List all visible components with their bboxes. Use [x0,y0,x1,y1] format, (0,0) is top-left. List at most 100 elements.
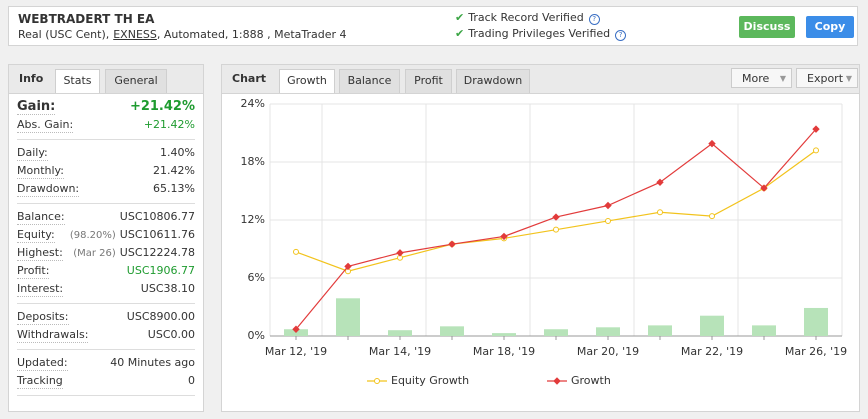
panel-title: Chart [232,72,267,85]
stat-value-wrap: USC1906.77 [127,262,195,280]
bar [492,333,516,336]
stat-value-wrap: +21.42% [130,98,195,116]
discuss-button[interactable]: Discuss [739,16,795,38]
copy-button[interactable]: Copy [806,16,854,38]
point [760,184,768,192]
header: WEBTRADERT TH EA Real (USC Cent), EXNESS,… [8,6,858,46]
stat-row: Drawdown: 65.13% [17,180,195,198]
stat-value-wrap: 0 [188,372,195,390]
stat-value-wrap: (98.20%) USC10611.76 [70,226,195,244]
point [396,249,404,257]
legend-label: Growth [571,374,611,387]
stat-value: +21.42% [129,99,195,114]
stat-label: Monthly: [17,164,64,179]
x-tick-label: Mar 18, '19 [473,345,535,358]
export-menu[interactable]: Export [796,68,858,89]
chart: 0% 6% 12% 18% 24% Mar 12, '19 Mar 14, '19 Mar 1… [241,97,848,387]
stat-row: Updated: 40 Minutes ago [17,354,195,372]
stat-value: 0 [188,374,195,387]
stat-value: +21.42% [143,118,195,131]
legend-label: Equity Growth [391,374,469,387]
y-tick-label: 6% [248,271,265,284]
bar [544,329,568,336]
more-menu[interactable]: More [731,68,792,89]
broker-link[interactable]: EXNESS [113,28,157,41]
stat-row: Interest: USC38.10 [17,280,195,298]
point [448,240,456,248]
point [553,377,561,385]
stat-label: Drawdown: [17,182,80,197]
stat-value-wrap: 1.40% [160,144,195,162]
point [552,213,560,221]
stat-value: USC0.00 [147,328,195,341]
point [344,262,352,271]
x-tick-label: Mar 26, '19 [785,345,847,358]
stat-label: Interest: [17,282,64,297]
stat-label: Daily: [17,146,48,161]
stat-value: USC38.10 [140,282,195,295]
stat-row: Abs. Gain: +21.42% [17,116,195,134]
stat-label: Profit: [17,264,50,279]
stat-label: Highest: [17,246,63,261]
bar [336,298,360,336]
point [709,213,715,220]
y-tick-label: 18% [241,155,265,168]
subtitle: Real (USC Cent), EXNESS, Automated, 1:888… [18,28,347,41]
stat-note: (98.20%) [69,230,116,241]
tab[interactable]: Profit [405,69,452,93]
tab[interactable]: Drawdown [456,69,530,93]
stat-row: Profit: USC1906.77 [17,262,195,280]
bar [388,330,412,336]
point [813,147,819,154]
stat-value: 21.42% [153,164,195,177]
tab[interactable]: Stats [55,69,100,93]
stat-value-wrap: USC10806.77 [120,208,195,226]
stat-value-wrap: (Mar 26) USC12224.78 [73,244,195,262]
x-tick-label: Mar 22, '19 [681,345,743,358]
x-tick-label: Mar 12, '19 [265,345,327,358]
y-tick-label: 12% [241,213,265,226]
stat-value-wrap: USC8900.00 [127,308,195,326]
tab-bar: Info Stats General [9,65,203,94]
stat-label: Deposits: [17,310,69,325]
point [657,209,663,216]
bar [648,325,672,336]
stat-value: USC8900.00 [126,310,195,323]
tab[interactable]: Balance [339,69,400,93]
stats: Gain: +21.42% Abs. Gain: +21.42% Daily: 1.40%… [9,94,203,396]
stat-label: Tracking [17,374,63,389]
stat-value: 65.13% [153,182,195,195]
stat-value-wrap: +21.42% [144,116,195,134]
stat-label: Abs. Gain: [17,118,74,133]
stat-row: Withdrawals: USC0.00 [17,326,195,344]
y-tick-label: 0% [248,329,265,342]
verified-item: ✔ Trading Privileges Verified? [455,27,627,41]
info-panel: Info Stats General Gain: +21.42% Abs. Gain… [8,64,204,412]
tab[interactable]: General [105,69,167,93]
stat-label: Updated: [17,356,68,371]
stat-value: USC10611.76 [119,228,195,241]
stat-row: Daily: 1.40% [17,144,195,162]
stat-value: USC12224.78 [119,246,195,259]
tab[interactable]: Growth [279,69,335,93]
point [812,125,820,133]
stat-value-wrap: USC38.10 [141,280,195,298]
stat-value: USC10806.77 [119,210,195,223]
point [656,178,664,187]
stat-row: Highest: (Mar 26) USC12224.78 [17,244,195,262]
stat-note: (Mar 26) [73,248,116,259]
stat-row: Monthly: 21.42% [17,162,195,180]
point [292,325,300,333]
stat-row: Gain: +21.42% [17,98,195,116]
stat-row: Tracking 0 [17,372,195,390]
y-tick-label: 24% [241,97,265,110]
stat-value: USC1906.77 [126,264,195,277]
stat-section: Daily: 1.40% Monthly: 21.42% Drawdown: 65.13% [17,140,195,204]
bar [752,325,776,336]
point [605,217,611,224]
verified-text: Trading Privileges Verified [468,27,611,40]
x-tick-label: Mar 20, '19 [577,345,639,358]
x-tick-label: Mar 14, '19 [369,345,431,358]
bar [440,326,464,336]
